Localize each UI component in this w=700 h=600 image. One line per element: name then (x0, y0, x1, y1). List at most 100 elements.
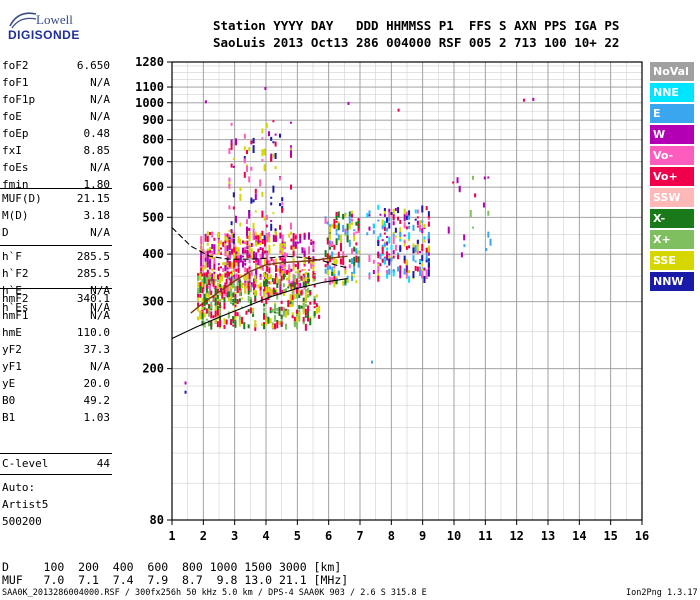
echo-point (283, 242, 286, 249)
echo-point (427, 236, 430, 244)
param-he: h`E N/A (2, 284, 110, 301)
echo-point (205, 287, 208, 295)
echo-point (302, 276, 305, 281)
echo-point (351, 248, 353, 255)
lowell-digisonde-logo: Lowell DIGISONDE (8, 8, 88, 48)
echo-point (209, 256, 211, 264)
echo-point (302, 319, 305, 324)
echo-point (234, 304, 237, 307)
echo-point (184, 390, 187, 394)
echo-point (213, 244, 216, 249)
echo-point (392, 231, 395, 234)
echo-point (281, 236, 284, 240)
echo-point (211, 257, 214, 260)
echo-point (248, 254, 251, 257)
echo-point (206, 276, 209, 283)
echo-point (204, 251, 207, 255)
echo-point (344, 212, 347, 216)
echo-point (209, 232, 211, 236)
echo-point (414, 209, 417, 214)
param-key: M(D) (2, 209, 29, 222)
echo-point (253, 232, 255, 240)
echo-point (266, 259, 269, 265)
echo-point (276, 277, 279, 284)
echo-point (253, 288, 255, 295)
echo-point (333, 261, 336, 265)
echo-point (250, 248, 253, 256)
echo-point (278, 281, 281, 285)
echo-point (288, 284, 291, 287)
param-mufd: MUF(D) 21.15 (2, 192, 110, 209)
echo-point (271, 278, 274, 283)
param-foes: foEs N/A (2, 161, 110, 178)
echo-point (230, 229, 233, 234)
echo-point (408, 215, 411, 220)
param-value: 44 (96, 457, 110, 470)
echo-point (312, 242, 315, 245)
echo-point (269, 307, 272, 311)
echo-point (219, 299, 222, 306)
x-tick-label: 4 (262, 529, 269, 543)
echo-point (226, 260, 229, 267)
echo-point (230, 295, 233, 301)
echo-point (294, 280, 297, 286)
echo-point (201, 307, 204, 310)
echo-point (228, 237, 231, 243)
echo-point (261, 191, 264, 197)
echo-point (255, 271, 258, 279)
echo-point (232, 192, 235, 198)
echo-point (228, 284, 231, 290)
echo-point (423, 223, 426, 228)
echo-point (366, 212, 369, 218)
echo-point (201, 273, 204, 277)
echo-point (237, 259, 240, 264)
echo-point (312, 245, 315, 252)
echo-point (285, 289, 288, 293)
echo-point (296, 279, 299, 284)
param-yf1: yF1 N/A (2, 360, 110, 377)
echo-point (292, 273, 295, 281)
echo-point (344, 280, 347, 286)
echo-point (268, 260, 271, 267)
echo-point (392, 208, 395, 215)
echo-point (266, 253, 269, 256)
echo-point (257, 284, 260, 289)
param-key: yF2 (2, 343, 22, 356)
legend-item-x: X+ (650, 230, 694, 249)
echo-point (200, 265, 203, 272)
echo-point (224, 233, 227, 238)
echo-point (235, 246, 238, 252)
echo-point (340, 239, 342, 242)
echo-point (281, 234, 284, 241)
echo-point (233, 236, 236, 244)
echo-point (228, 184, 231, 188)
echo-point (217, 275, 220, 278)
echo-point (210, 280, 213, 285)
echo-point (302, 278, 305, 282)
echo-point (421, 228, 424, 234)
echo-point (232, 302, 235, 306)
param-key: C-level (2, 457, 49, 470)
echo-point (255, 234, 258, 240)
echo-point (290, 222, 292, 230)
echo-point (239, 222, 242, 227)
echo-point (333, 271, 336, 277)
echo-point (368, 210, 371, 217)
echo-point (259, 282, 262, 288)
echo-point (224, 252, 227, 257)
echo-point (268, 267, 271, 274)
echo-point (276, 292, 279, 296)
echo-point (331, 257, 334, 261)
echo-point (388, 270, 391, 274)
echo-point (211, 250, 214, 258)
echo-point (254, 283, 257, 287)
echo-point (210, 323, 213, 330)
echo-point (234, 278, 237, 281)
echo-point (279, 250, 282, 255)
echo-point (257, 260, 260, 264)
echo-point (220, 266, 222, 269)
echo-point (203, 298, 206, 304)
echo-point (206, 248, 209, 255)
echo-point (248, 147, 251, 152)
echo-point (219, 276, 222, 284)
